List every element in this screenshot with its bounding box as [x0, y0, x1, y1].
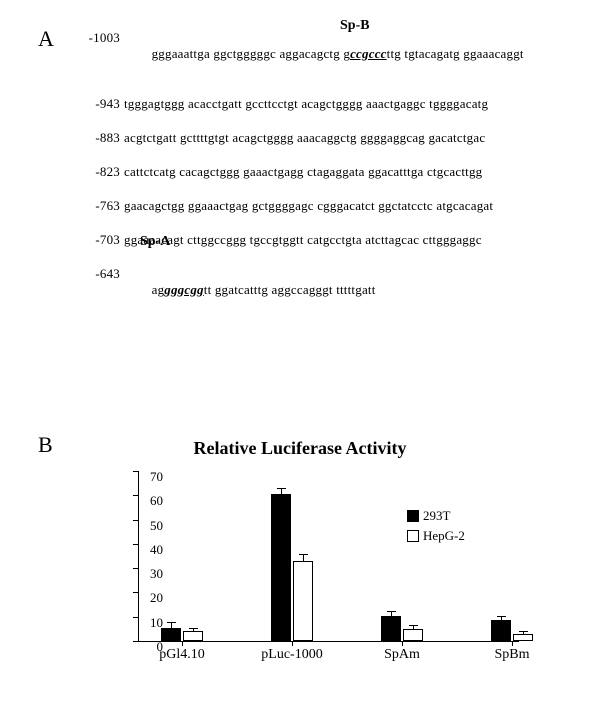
seq-text: aggggcggtt ggatcatttg aggccagggt tttttga… — [124, 266, 376, 314]
legend-swatch — [407, 530, 419, 542]
sp-b-label: Sp-B — [340, 18, 370, 34]
seq-pos: -823 — [78, 164, 120, 180]
seq-row: -643 aggggcggtt ggatcatttg aggccagggt tt… — [78, 266, 578, 314]
seq-row: -823 cattctcatg cacagctggg gaaactgagg ct… — [78, 164, 578, 180]
y-tick-label: 20 — [133, 590, 163, 606]
seq-row: -883 acgtctgatt gcttttgtgt acagctgggg aa… — [78, 130, 578, 146]
y-tick-label: 60 — [133, 493, 163, 509]
error-cap — [299, 554, 308, 555]
seq-row: -763 gaacagctgg ggaaactgag gctggggagc cg… — [78, 198, 578, 214]
y-tick-label: 40 — [133, 542, 163, 558]
error-bar — [303, 555, 304, 561]
legend-label: 293T — [423, 508, 450, 523]
legend-swatch — [407, 510, 419, 522]
seq-text: cattctcatg cacagctggg gaaactgagg ctagagg… — [124, 164, 482, 180]
error-cap — [519, 631, 528, 632]
error-cap — [497, 616, 506, 617]
legend-label: HepG-2 — [423, 528, 465, 543]
sp-b-motif: ccgccc — [350, 46, 387, 61]
x-tick — [512, 641, 513, 646]
bar — [491, 620, 511, 641]
seq-pre: ag — [152, 282, 165, 297]
x-tick — [292, 641, 293, 646]
seq-pos: -703 — [78, 232, 120, 248]
sp-a-motif: gggcgg — [164, 282, 203, 297]
error-cap — [189, 628, 198, 629]
error-cap — [277, 488, 286, 489]
error-cap — [409, 625, 418, 626]
seq-post: tt ggatcatttg aggccagggt tttttgatt — [204, 282, 376, 297]
error-bar — [193, 629, 194, 631]
y-tick-label: 30 — [133, 566, 163, 582]
seq-text: gggaaattga ggctgggggc aggacagctg gccgccc… — [124, 30, 524, 78]
x-tick-label: SpAm — [384, 647, 420, 663]
seq-pos: -643 — [78, 266, 120, 282]
x-tick-label: pLuc-1000 — [261, 647, 322, 663]
x-tick-label: pGl4.10 — [159, 647, 205, 663]
error-bar — [523, 632, 524, 634]
bar — [161, 628, 181, 641]
panel-a: Sp-B -1003 gggaaattga ggctgggggc aggacag… — [78, 30, 578, 314]
error-bar — [501, 617, 502, 620]
x-tick-label: SpBm — [494, 647, 529, 663]
bar — [381, 616, 401, 642]
bar-chart: 293THepG-2 010203040506070pGl4.10pLuc-10… — [138, 471, 519, 642]
bar — [403, 629, 423, 641]
panel-b: Relative Luciferase Activity 293THepG-2 … — [18, 438, 582, 703]
legend-item: HepG-2 — [407, 527, 465, 543]
chart-area: 293THepG-2 010203040506070pGl4.10pLuc-10… — [108, 465, 538, 675]
legend: 293T HepG-2 — [407, 507, 465, 543]
y-tick-label: 50 — [133, 518, 163, 534]
seq-text: tgggagtggg acacctgatt gccttcctgt acagctg… — [124, 96, 488, 112]
error-bar — [413, 626, 414, 628]
bar — [513, 634, 533, 641]
seq-text: acgtctgatt gcttttgtgt acagctgggg aaacagg… — [124, 130, 485, 146]
bar — [183, 631, 203, 641]
error-bar — [281, 489, 282, 494]
x-tick — [402, 641, 403, 646]
error-cap — [167, 622, 176, 623]
bar — [293, 561, 313, 641]
error-cap — [387, 611, 396, 612]
seq-pre: gggaaattga ggctgggggc aggacagctg g — [152, 46, 350, 61]
bar — [271, 494, 291, 641]
error-bar — [171, 623, 172, 627]
sp-a-label: Sp-A — [140, 234, 170, 250]
legend-item: 293T — [407, 507, 465, 523]
error-bar — [391, 612, 392, 615]
seq-row: -1003 gggaaattga ggctgggggc aggacagctg g… — [78, 30, 578, 78]
panel-a-label: A — [38, 26, 54, 52]
seq-text: gaacagctgg ggaaactgag gctggggagc cgggaca… — [124, 198, 493, 214]
chart-title: Relative Luciferase Activity — [18, 438, 582, 459]
seq-pos: -943 — [78, 96, 120, 112]
seq-row: -943 tgggagtggg acacctgatt gccttcctgt ac… — [78, 96, 578, 112]
seq-pos: -763 — [78, 198, 120, 214]
x-tick — [182, 641, 183, 646]
seq-pos: -1003 — [78, 30, 120, 46]
seq-text: ggaaaacagt cttggccggg tgccgtggtt catgcct… — [124, 232, 482, 248]
seq-pos: -883 — [78, 130, 120, 146]
seq-post: ttg tgtacagatg ggaaacaggt — [387, 46, 524, 61]
y-tick-label: 10 — [133, 615, 163, 631]
y-tick-label: 70 — [133, 469, 163, 485]
